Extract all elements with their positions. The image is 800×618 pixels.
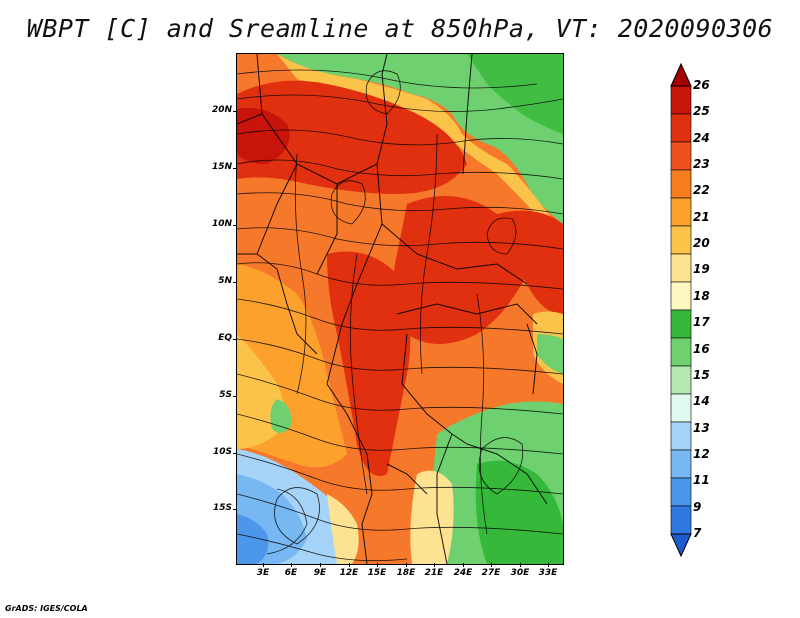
- wbpt-field: [237, 54, 563, 564]
- colorbar-block: [670, 449, 692, 479]
- lon-tick: [291, 563, 292, 567]
- lat-label-eq: EQ: [218, 333, 232, 343]
- lon-tick: [463, 563, 464, 567]
- colorbar-label: 20: [693, 236, 710, 251]
- lat-tick: [233, 282, 237, 283]
- lon-label-12e: 12E: [339, 568, 359, 578]
- lat-tick: [233, 339, 237, 340]
- map-title: WBPT [C] and Sreamline at 850hPa, VT: 20…: [26, 14, 774, 43]
- lon-label-24e: 24E: [453, 568, 473, 578]
- colorbar-block: [670, 169, 692, 199]
- colorbar-label: 25: [693, 104, 710, 119]
- colorbar-label: 24: [693, 130, 710, 145]
- map-panel: [236, 53, 564, 565]
- colorbar-label: 23: [693, 157, 710, 172]
- colorbar-block: [670, 505, 692, 535]
- colorbar-block: [670, 113, 692, 143]
- lat-tick: [233, 396, 237, 397]
- footer-credit: GrADS: IGES/COLA: [5, 604, 88, 613]
- lat-label-5s: 5S: [219, 390, 232, 400]
- colorbar-top-arrow: [670, 62, 692, 87]
- colorbar-label: 14: [693, 394, 710, 409]
- lat-tick: [233, 509, 237, 510]
- lat-label-10s: 10S: [212, 447, 232, 457]
- lon-tick: [263, 563, 264, 567]
- colorbar-block: [670, 197, 692, 227]
- lat-tick: [233, 453, 237, 454]
- colorbar-block: [670, 393, 692, 423]
- lat-tick: [233, 111, 237, 112]
- lon-tick: [548, 563, 549, 567]
- colorbar-label: 15: [693, 367, 710, 382]
- colorbar-block: [670, 309, 692, 339]
- lon-tick: [520, 563, 521, 567]
- lon-label-18e: 18E: [396, 568, 416, 578]
- colorbar-block: [670, 337, 692, 367]
- colorbar-block: [670, 281, 692, 311]
- lat-label-5n: 5N: [218, 276, 232, 286]
- lon-tick: [491, 563, 492, 567]
- colorbar-block: [670, 225, 692, 255]
- colorbar-label: 9: [693, 499, 702, 514]
- colorbar-label: 16: [693, 341, 710, 356]
- lon-label-33e: 33E: [538, 568, 558, 578]
- lat-label-15s: 15S: [212, 503, 232, 513]
- lon-label-21e: 21E: [424, 568, 444, 578]
- colorbar-block: [670, 141, 692, 171]
- colorbar-label: 21: [693, 209, 710, 224]
- lon-label-3e: 3E: [256, 568, 270, 578]
- lon-tick: [349, 563, 350, 567]
- colorbar-label: 22: [693, 183, 710, 198]
- colorbar-label: 19: [693, 262, 710, 277]
- lat-tick: [233, 168, 237, 169]
- colorbar-label: 26: [693, 78, 710, 92]
- colorbar-label: 12: [693, 446, 710, 461]
- colorbar-block: [670, 85, 692, 115]
- lon-tick: [320, 563, 321, 567]
- colorbar-bottom-arrow: [670, 533, 692, 558]
- colorbar-label: 13: [693, 420, 710, 435]
- colorbar-label: 17: [693, 315, 710, 330]
- lon-label-9e: 9E: [313, 568, 327, 578]
- lat-tick: [233, 225, 237, 226]
- lon-tick: [406, 563, 407, 567]
- colorbar-label: 11: [693, 473, 710, 488]
- lon-label-27e: 27E: [481, 568, 501, 578]
- lat-label-10n: 10N: [211, 219, 232, 229]
- colorbar-block: [670, 253, 692, 283]
- colorbar-block: [670, 421, 692, 451]
- lon-tick: [377, 563, 378, 567]
- colorbar-block: [670, 477, 692, 507]
- colorbar-graphic: [670, 62, 692, 558]
- lon-tick: [434, 563, 435, 567]
- lat-label-15n: 15N: [211, 162, 232, 172]
- lat-label-20n: 20N: [211, 105, 232, 115]
- lon-label-15e: 15E: [367, 568, 387, 578]
- colorbar-label: 7: [693, 526, 702, 540]
- colorbar-label: 18: [693, 288, 710, 303]
- colorbar-block: [670, 365, 692, 395]
- lon-label-30e: 30E: [510, 568, 530, 578]
- lon-label-6e: 6E: [284, 568, 298, 578]
